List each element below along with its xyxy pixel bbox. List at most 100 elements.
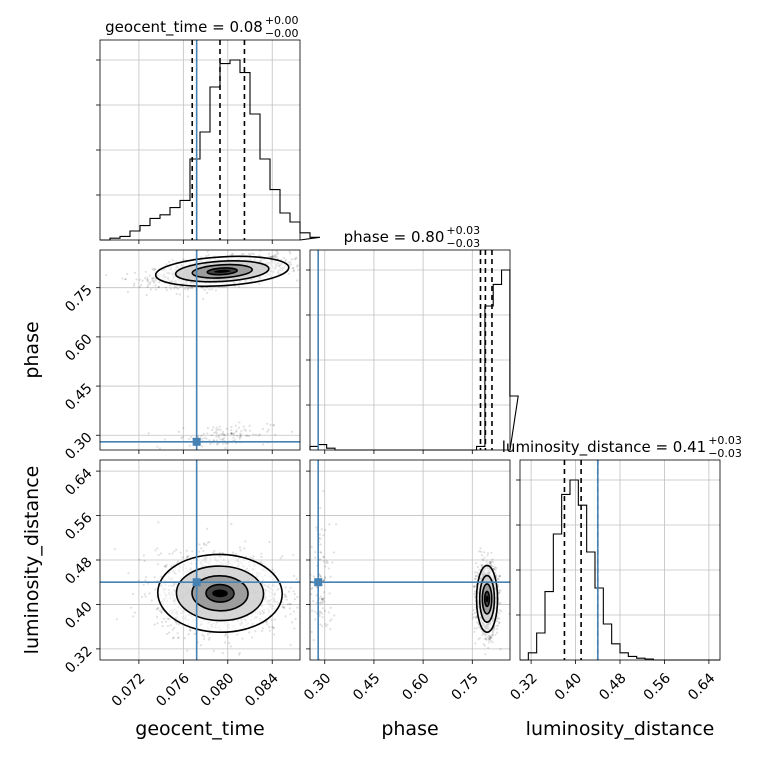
scatter-point bbox=[158, 281, 161, 284]
scatter-point bbox=[498, 591, 501, 594]
scatter-point bbox=[296, 265, 299, 268]
scatter-point bbox=[259, 560, 262, 564]
scatter-point bbox=[498, 575, 501, 578]
scatter-point bbox=[221, 437, 224, 440]
scatter-point bbox=[274, 254, 277, 258]
scatter-point bbox=[495, 619, 499, 623]
scatter-point bbox=[472, 615, 475, 619]
scatter-point bbox=[498, 602, 501, 605]
scatter-point bbox=[146, 276, 149, 279]
scatter-point bbox=[186, 555, 189, 558]
scatter-point bbox=[236, 633, 239, 636]
scatter-point bbox=[489, 639, 492, 642]
panel-grid bbox=[138, 40, 273, 240]
scatter-point bbox=[221, 651, 225, 655]
scatter-point bbox=[200, 437, 204, 440]
scatter-point bbox=[153, 576, 156, 579]
title-minus-error: −0.00 bbox=[265, 27, 299, 40]
scatter-point bbox=[144, 579, 147, 582]
scatter-point bbox=[321, 579, 324, 582]
scatter-point bbox=[325, 561, 328, 564]
y-tick-label: 0.60 bbox=[62, 331, 95, 364]
scatter-point bbox=[495, 574, 498, 577]
scatter-point bbox=[146, 278, 149, 282]
scatter-point bbox=[481, 633, 484, 637]
scatter-point bbox=[310, 593, 313, 596]
scatter-point bbox=[474, 577, 477, 581]
scatter-point bbox=[168, 552, 171, 556]
scatter-point bbox=[319, 507, 322, 510]
scatter-point bbox=[268, 255, 271, 258]
scatter-point bbox=[166, 625, 170, 628]
scatter-point bbox=[238, 437, 241, 440]
scatter-point bbox=[318, 558, 321, 561]
scatter-point bbox=[228, 642, 231, 645]
scatter-point bbox=[319, 537, 322, 540]
scatter-point bbox=[244, 540, 247, 543]
scatter-point bbox=[165, 565, 168, 568]
x-tick-label: 0.60 bbox=[399, 670, 432, 703]
scatter-point bbox=[488, 636, 491, 640]
scatter-point bbox=[322, 579, 325, 582]
panel-grid bbox=[530, 460, 710, 660]
scatter-point bbox=[146, 278, 149, 281]
scatter-point bbox=[492, 568, 496, 571]
scatter-point bbox=[497, 612, 500, 615]
x-tick-label: 0.45 bbox=[350, 670, 383, 703]
scatter-point bbox=[188, 444, 191, 447]
scatter-point bbox=[293, 593, 296, 596]
scatter-point bbox=[497, 624, 500, 627]
scatter-point bbox=[292, 553, 295, 556]
scatter-point bbox=[294, 257, 297, 260]
scatter-point bbox=[238, 436, 241, 439]
scatter-point bbox=[202, 432, 205, 436]
scatter-point bbox=[193, 632, 196, 636]
scatter-point bbox=[488, 635, 491, 638]
scatter-point bbox=[258, 433, 261, 436]
scatter-point bbox=[261, 627, 265, 630]
scatter-point bbox=[223, 433, 226, 436]
scatter-point bbox=[153, 281, 156, 284]
scatter-point bbox=[489, 560, 492, 563]
scatter-point bbox=[319, 543, 322, 546]
scatter-point bbox=[289, 613, 292, 616]
scatter-point bbox=[322, 600, 326, 603]
scatter-point bbox=[179, 551, 182, 554]
scatter-point bbox=[244, 429, 247, 432]
scatter-point bbox=[478, 550, 481, 553]
scatter-point bbox=[488, 641, 491, 644]
scatter-point bbox=[483, 637, 486, 640]
scatter-point bbox=[486, 552, 490, 555]
scatter-point bbox=[237, 285, 241, 288]
scatter-point bbox=[239, 549, 242, 552]
scatter-point bbox=[289, 263, 293, 266]
scatter-point bbox=[230, 432, 233, 435]
scatter-point bbox=[234, 430, 238, 433]
scatter-point bbox=[216, 443, 219, 446]
scatter-point bbox=[478, 636, 482, 640]
x-tick-label: 0.48 bbox=[596, 670, 629, 703]
scatter-point bbox=[293, 598, 297, 601]
scatter-point bbox=[157, 285, 160, 289]
scatter-point bbox=[248, 435, 251, 438]
scatter-point bbox=[203, 436, 206, 440]
scatter-point bbox=[165, 563, 168, 566]
scatter-point bbox=[476, 565, 479, 569]
scatter-point bbox=[294, 617, 297, 620]
title-value: phase = 0.80 bbox=[344, 228, 445, 246]
scatter-point bbox=[206, 633, 210, 636]
x-tick-label: 0.30 bbox=[301, 670, 334, 703]
scatter-point bbox=[474, 574, 477, 577]
scatter-point bbox=[166, 632, 169, 636]
scatter-point bbox=[124, 278, 127, 281]
scatter-point bbox=[261, 427, 265, 431]
scatter-point bbox=[257, 434, 260, 437]
x-axis-label: phase bbox=[381, 718, 438, 740]
scatter-point bbox=[322, 599, 325, 602]
scatter-point bbox=[206, 541, 209, 544]
scatter-point bbox=[187, 554, 190, 558]
scatter-point bbox=[230, 432, 234, 435]
scatter-point bbox=[188, 628, 192, 632]
scatter-point bbox=[324, 623, 327, 626]
scatter-point bbox=[206, 250, 209, 253]
